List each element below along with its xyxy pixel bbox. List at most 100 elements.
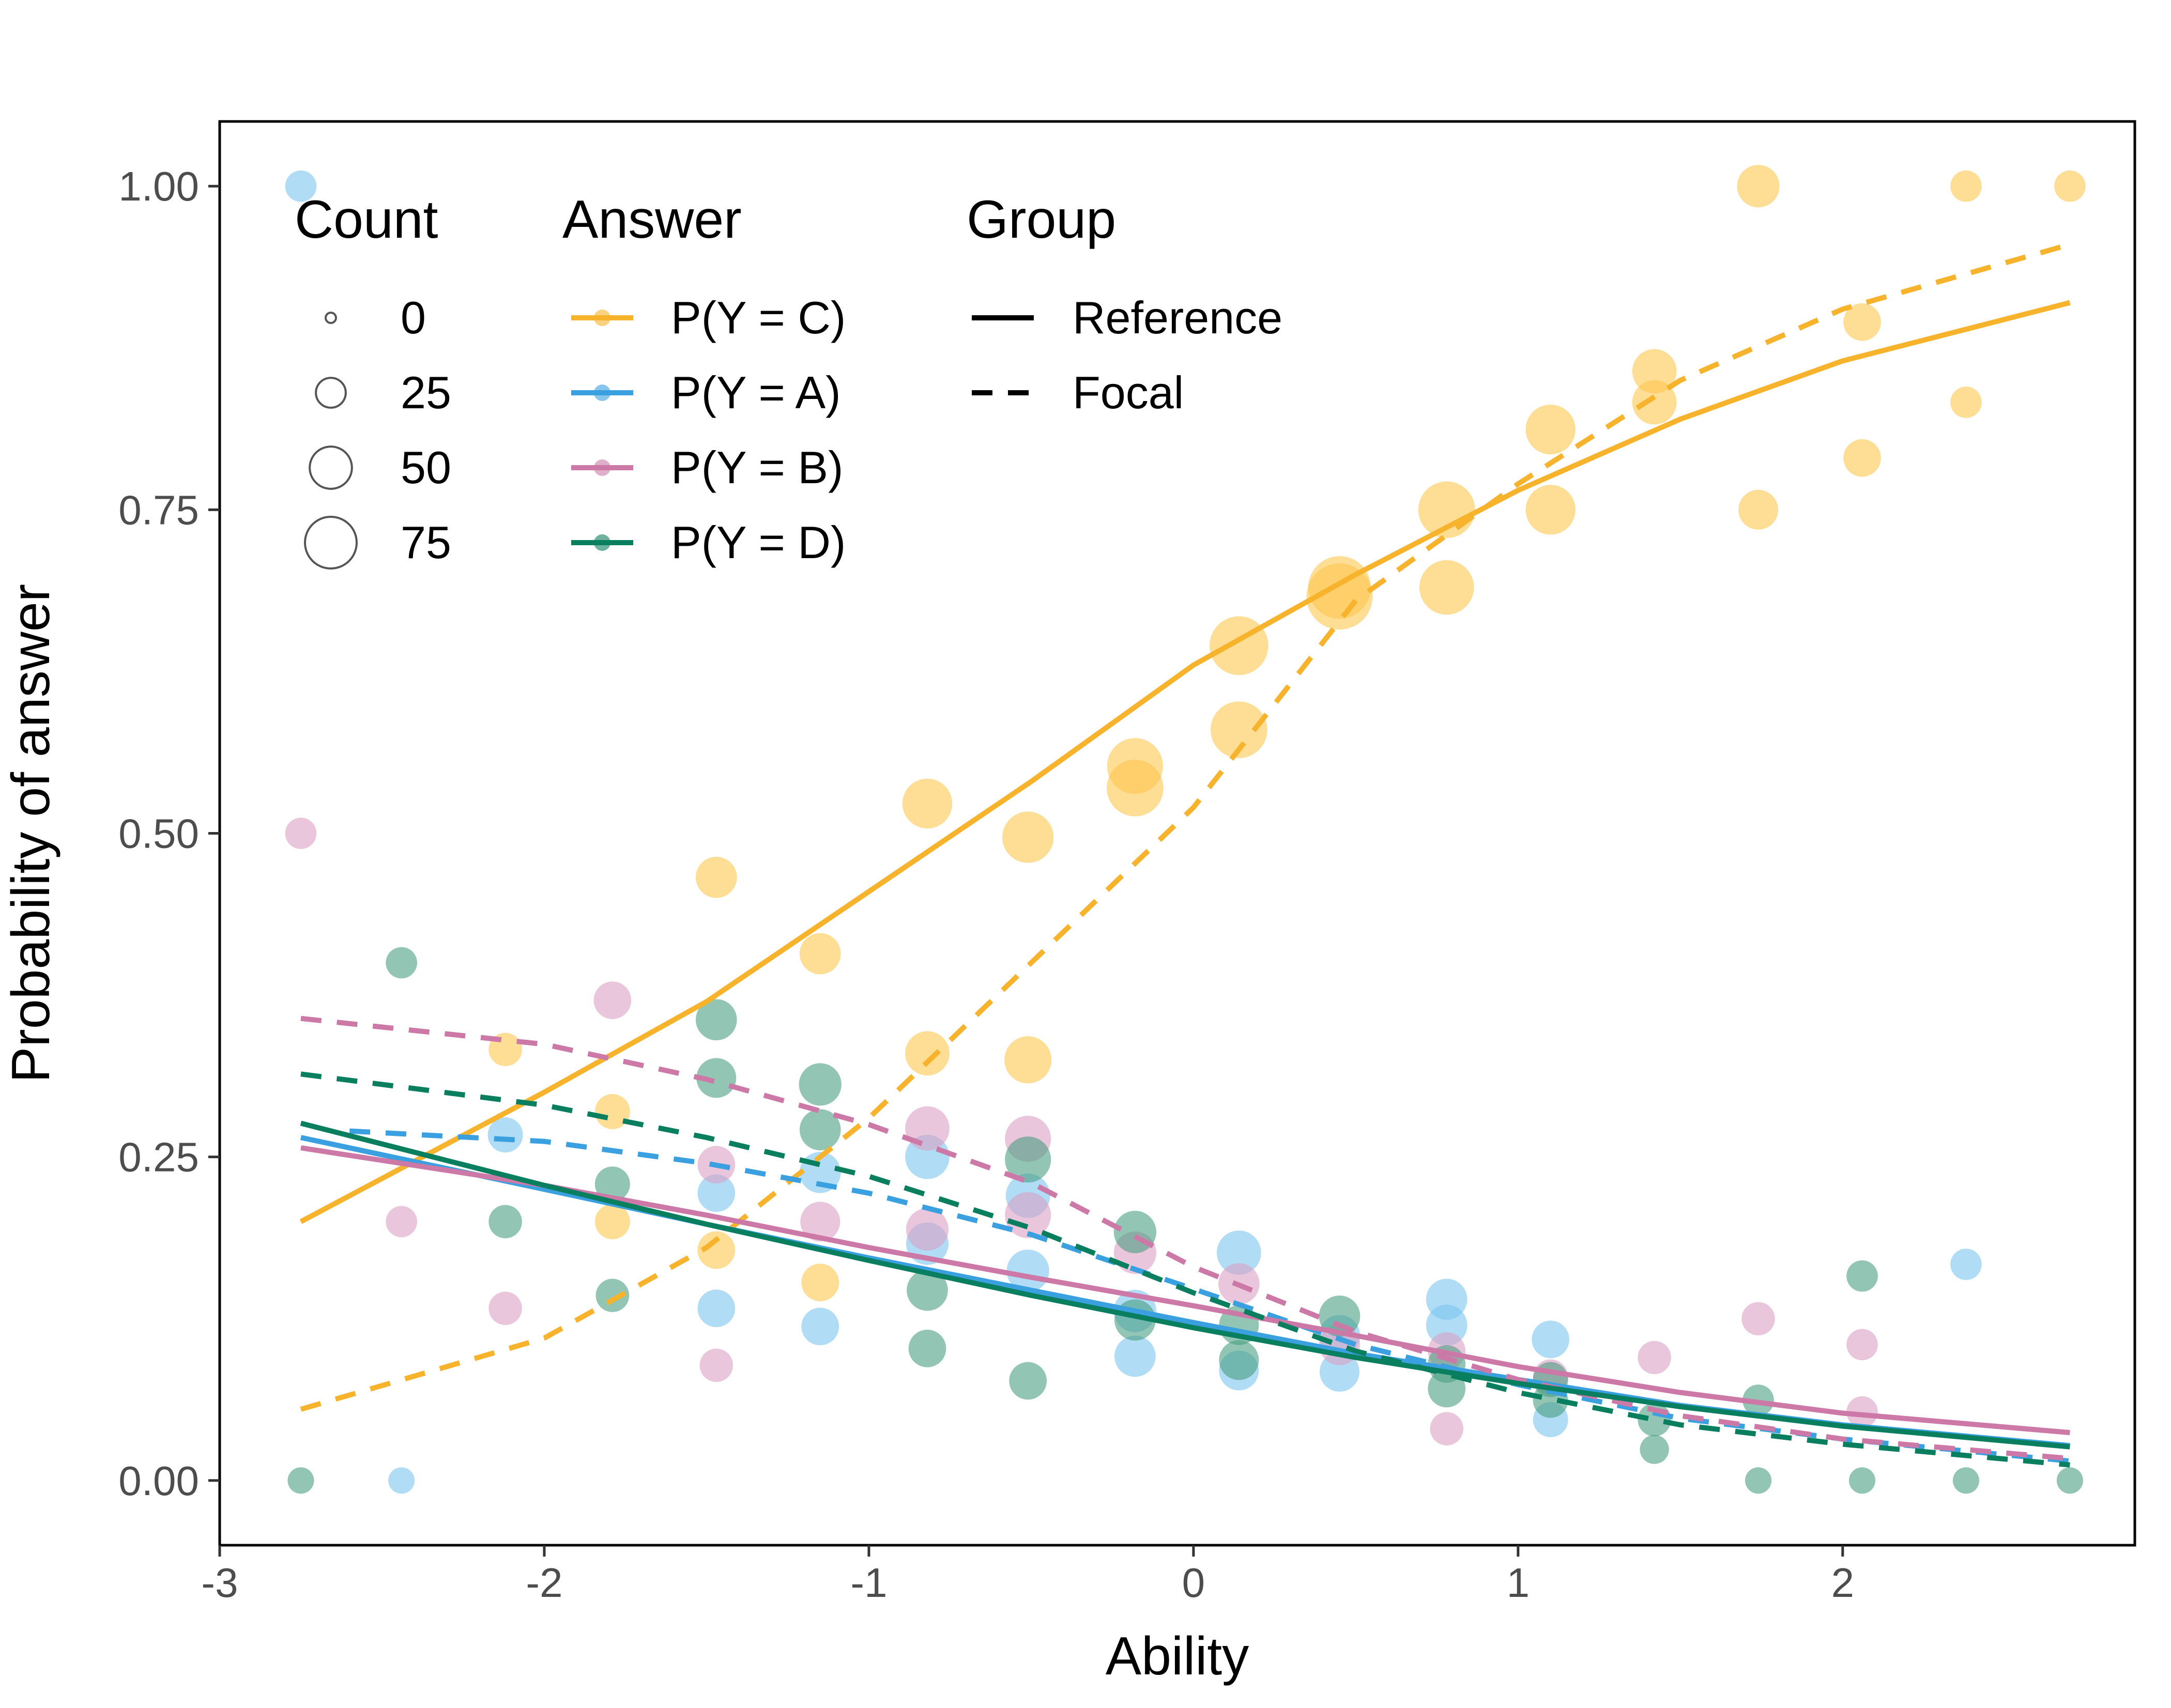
data-point-3-5 bbox=[1005, 1136, 1051, 1183]
data-point-2-15 bbox=[1846, 1329, 1878, 1361]
data-point-0-2 bbox=[1737, 165, 1780, 208]
legend-group-title: Group bbox=[967, 190, 1116, 250]
data-point-3-7 bbox=[488, 1205, 522, 1239]
data-point-3-10 bbox=[907, 1269, 948, 1311]
data-point-3-16 bbox=[1219, 1340, 1259, 1380]
x-tick-label: -2 bbox=[526, 1560, 562, 1606]
data-point-3-19 bbox=[1009, 1362, 1047, 1400]
data-point-1-0 bbox=[285, 170, 317, 202]
data-point-0-6 bbox=[1950, 387, 1982, 418]
data-point-1-5 bbox=[697, 1174, 736, 1212]
data-point-3-4 bbox=[799, 1109, 841, 1150]
data-point-0-14 bbox=[1306, 563, 1373, 630]
data-point-2-19 bbox=[1846, 1396, 1878, 1428]
legend-count-label: 25 bbox=[401, 367, 451, 418]
data-point-2-8 bbox=[906, 1208, 949, 1251]
data-point-0-3 bbox=[1843, 303, 1881, 341]
x-tick-label: 2 bbox=[1831, 1560, 1855, 1606]
data-point-0-4 bbox=[1632, 349, 1677, 394]
data-point-3-26 bbox=[1745, 1467, 1772, 1494]
data-point-0-22 bbox=[799, 933, 841, 975]
data-point-2-20 bbox=[1430, 1412, 1463, 1445]
data-point-2-7 bbox=[800, 1202, 840, 1242]
curve-0-reference bbox=[299, 300, 2071, 1224]
data-point-0-8 bbox=[1843, 439, 1881, 477]
curves-layer bbox=[299, 242, 2071, 1468]
data-point-0-21 bbox=[695, 856, 737, 898]
legend-answer-dot bbox=[594, 534, 610, 551]
legend-count-key bbox=[315, 377, 347, 409]
axes-layer: -3 -2 -1 0 1 2 0.00 0.25 0.50 0.75 1.00 bbox=[118, 163, 1854, 1606]
data-point-1-14 bbox=[801, 1307, 839, 1346]
data-point-3-6 bbox=[594, 1166, 630, 1202]
points-layer bbox=[285, 165, 2086, 1494]
data-point-0-0 bbox=[2054, 170, 2086, 202]
data-point-3-12 bbox=[1319, 1295, 1360, 1337]
data-point-0-15 bbox=[1209, 616, 1268, 675]
legend-count-key bbox=[304, 516, 358, 570]
data-point-3-25 bbox=[287, 1467, 314, 1494]
data-point-1-17 bbox=[1114, 1335, 1156, 1377]
data-point-0-16 bbox=[1210, 701, 1267, 758]
data-point-3-3 bbox=[799, 1063, 842, 1106]
y-tick-label: 1.00 bbox=[118, 163, 199, 209]
x-axis-title: Ability bbox=[1106, 1626, 1249, 1686]
data-point-2-6 bbox=[386, 1206, 417, 1238]
data-point-1-11 bbox=[697, 1289, 736, 1328]
curve-2-focal bbox=[300, 1015, 2070, 1461]
legend-answer-label: P(Y = D) bbox=[671, 517, 846, 568]
data-point-1-9 bbox=[1006, 1249, 1049, 1292]
legend-group-label: Reference bbox=[1073, 292, 1282, 343]
data-point-1-21 bbox=[388, 1467, 415, 1494]
legend-answer-dot bbox=[594, 459, 610, 476]
data-point-3-29 bbox=[2056, 1467, 2083, 1494]
legend-answer-dot bbox=[594, 310, 610, 326]
data-point-2-2 bbox=[905, 1106, 950, 1151]
data-point-2-11 bbox=[488, 1291, 522, 1325]
data-point-1-15 bbox=[1532, 1320, 1570, 1359]
data-point-0-28 bbox=[697, 1231, 736, 1269]
curve-2-reference bbox=[300, 1145, 2070, 1436]
legend-count-label: 75 bbox=[401, 517, 451, 568]
data-point-3-11 bbox=[595, 1279, 630, 1312]
data-point-2-17 bbox=[699, 1348, 733, 1382]
data-point-0-7 bbox=[1525, 404, 1576, 455]
legend-count-title: Count bbox=[295, 190, 438, 250]
data-point-3-9 bbox=[1846, 1260, 1878, 1292]
data-point-0-27 bbox=[594, 1204, 630, 1239]
data-point-0-25 bbox=[905, 1031, 950, 1076]
legend-count-key bbox=[325, 312, 337, 324]
x-tick-label: 0 bbox=[1182, 1560, 1205, 1606]
x-tick-label: -3 bbox=[201, 1560, 238, 1606]
data-point-0-20 bbox=[1002, 811, 1054, 863]
data-point-0-26 bbox=[1004, 1036, 1052, 1084]
legend: Count 0 25 50 75 Answer P(Y = C) P(Y = A) P(Y = … bbox=[295, 190, 1282, 570]
data-point-3-1 bbox=[695, 999, 737, 1040]
data-point-0-11 bbox=[1738, 489, 1779, 530]
data-point-0-1 bbox=[1950, 170, 1982, 202]
data-point-3-2 bbox=[696, 1058, 737, 1098]
data-point-2-16 bbox=[1638, 1341, 1671, 1375]
legend-count-key bbox=[309, 445, 353, 490]
data-point-1-1 bbox=[1950, 1249, 1982, 1280]
data-point-2-1 bbox=[593, 981, 632, 1019]
data-point-0-29 bbox=[801, 1264, 839, 1301]
data-point-3-15 bbox=[908, 1329, 946, 1367]
data-point-0-23 bbox=[594, 1094, 630, 1129]
legend-count-label: 50 bbox=[401, 442, 451, 493]
y-tick-label: 0.75 bbox=[118, 487, 199, 533]
y-tick-label: 0.25 bbox=[118, 1134, 199, 1180]
data-point-3-24 bbox=[1640, 1435, 1669, 1464]
curve-3-focal bbox=[300, 1071, 2070, 1468]
curve-3-reference bbox=[300, 1120, 2070, 1450]
data-point-0-18 bbox=[1107, 760, 1164, 817]
data-point-0-10 bbox=[1525, 485, 1576, 535]
data-point-2-5 bbox=[1005, 1192, 1051, 1238]
data-point-2-12 bbox=[1741, 1302, 1775, 1335]
data-point-3-27 bbox=[1848, 1467, 1876, 1494]
data-point-1-2 bbox=[487, 1117, 523, 1153]
data-point-0-12 bbox=[1419, 560, 1474, 615]
x-tick-label: -1 bbox=[850, 1560, 887, 1606]
